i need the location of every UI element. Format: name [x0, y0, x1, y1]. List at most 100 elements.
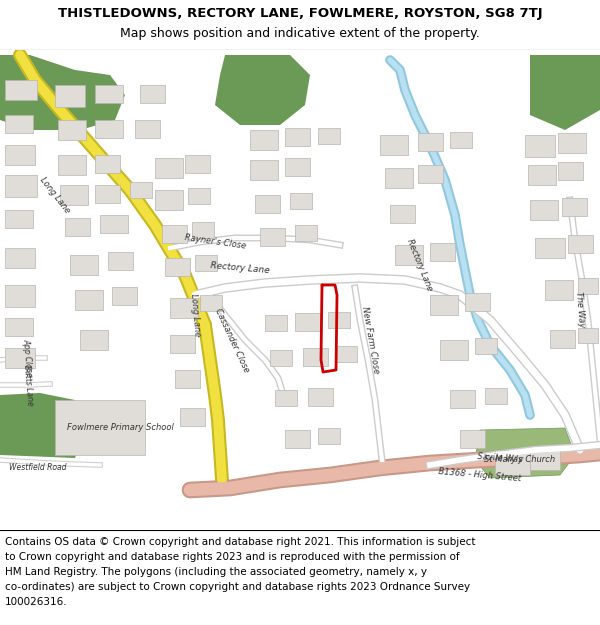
Text: Rectory Lane: Rectory Lane — [406, 238, 434, 292]
Bar — [108, 252, 133, 270]
Bar — [318, 128, 340, 144]
Bar — [418, 133, 443, 151]
Bar — [568, 235, 593, 253]
Bar — [60, 185, 88, 205]
Text: B1368 - High Street: B1368 - High Street — [438, 467, 522, 483]
Bar — [260, 228, 285, 246]
Text: Contains OS data © Crown copyright and database right 2021. This information is : Contains OS data © Crown copyright and d… — [5, 537, 476, 547]
Text: Long Lane: Long Lane — [188, 293, 202, 337]
Bar — [545, 280, 573, 300]
Bar — [255, 195, 280, 213]
Bar — [80, 330, 108, 350]
Text: 100026316.: 100026316. — [5, 597, 68, 607]
Bar — [335, 346, 357, 362]
Bar — [180, 408, 205, 426]
Text: Rayner's Close: Rayner's Close — [184, 233, 247, 251]
Polygon shape — [475, 428, 575, 478]
Bar — [525, 135, 555, 157]
Polygon shape — [0, 55, 125, 130]
Bar — [578, 328, 598, 343]
Bar — [530, 448, 560, 470]
Text: to Crown copyright and database rights 2023 and is reproduced with the permissio: to Crown copyright and database rights 2… — [5, 552, 460, 562]
Bar — [140, 85, 165, 103]
Bar — [328, 312, 350, 328]
Bar — [185, 155, 210, 173]
Bar — [155, 190, 183, 210]
Bar — [303, 348, 328, 366]
Text: Map shows position and indicative extent of the property.: Map shows position and indicative extent… — [120, 28, 480, 41]
Polygon shape — [215, 55, 310, 125]
Bar — [295, 313, 320, 331]
Bar — [130, 182, 152, 198]
Bar — [95, 120, 123, 138]
Bar — [418, 165, 443, 183]
Bar — [530, 200, 558, 220]
Bar — [285, 430, 310, 448]
Bar — [460, 430, 485, 448]
Bar — [70, 255, 98, 275]
Bar — [440, 340, 468, 360]
Bar — [250, 160, 278, 180]
Bar — [485, 388, 507, 404]
Bar — [155, 158, 183, 178]
Bar — [430, 295, 458, 315]
Bar — [562, 198, 587, 216]
Bar — [195, 255, 217, 271]
Bar — [318, 428, 340, 444]
Bar — [285, 128, 310, 146]
Bar — [162, 225, 187, 243]
Bar — [112, 287, 137, 305]
Bar — [75, 290, 103, 310]
Text: Cassander Close: Cassander Close — [213, 306, 251, 374]
Bar — [450, 390, 475, 408]
Text: co-ordinates) are subject to Crown copyright and database rights 2023 Ordnance S: co-ordinates) are subject to Crown copyr… — [5, 582, 470, 592]
Bar — [95, 155, 120, 173]
Bar — [100, 215, 128, 233]
Polygon shape — [0, 393, 80, 458]
Bar — [558, 162, 583, 180]
Bar — [380, 135, 408, 155]
Bar — [5, 348, 35, 368]
Bar — [175, 370, 200, 388]
Text: App Close: App Close — [22, 339, 34, 377]
Bar — [170, 298, 198, 318]
Text: Long Lane: Long Lane — [38, 175, 72, 215]
Bar — [5, 248, 35, 268]
Bar — [528, 165, 556, 185]
Text: Westfield Road: Westfield Road — [9, 464, 67, 472]
Bar — [450, 132, 472, 148]
Bar — [578, 278, 598, 294]
Bar — [95, 185, 120, 203]
Bar — [285, 158, 310, 176]
Bar — [308, 388, 333, 406]
Bar — [188, 188, 210, 204]
Bar — [5, 318, 33, 336]
Text: Rectory Lane: Rectory Lane — [210, 261, 270, 275]
Bar — [5, 285, 35, 307]
Bar — [558, 133, 586, 153]
Bar — [192, 222, 214, 238]
Text: Butts Lane: Butts Lane — [22, 364, 34, 406]
Text: HM Land Registry. The polygons (including the associated geometry, namely x, y: HM Land Registry. The polygons (includin… — [5, 567, 427, 577]
Bar — [495, 450, 530, 475]
Bar — [5, 175, 37, 197]
Bar — [295, 225, 317, 241]
Bar — [275, 390, 297, 406]
Bar — [65, 218, 90, 236]
Bar — [55, 85, 85, 107]
Bar — [5, 145, 35, 165]
Bar — [290, 193, 312, 209]
Bar — [270, 350, 292, 366]
Text: Fowlmere Primary School: Fowlmere Primary School — [67, 424, 173, 432]
Bar — [390, 205, 415, 223]
Bar — [200, 295, 222, 311]
Bar — [5, 115, 33, 133]
Bar — [475, 338, 497, 354]
Text: St Mary's Church: St Mary's Church — [484, 456, 556, 464]
Bar — [385, 168, 413, 188]
Text: THISTLEDOWNS, RECTORY LANE, FOWLMERE, ROYSTON, SG8 7TJ: THISTLEDOWNS, RECTORY LANE, FOWLMERE, RO… — [58, 8, 542, 21]
Bar — [430, 243, 455, 261]
Bar — [550, 330, 575, 348]
Bar — [95, 85, 123, 103]
Bar — [170, 335, 195, 353]
